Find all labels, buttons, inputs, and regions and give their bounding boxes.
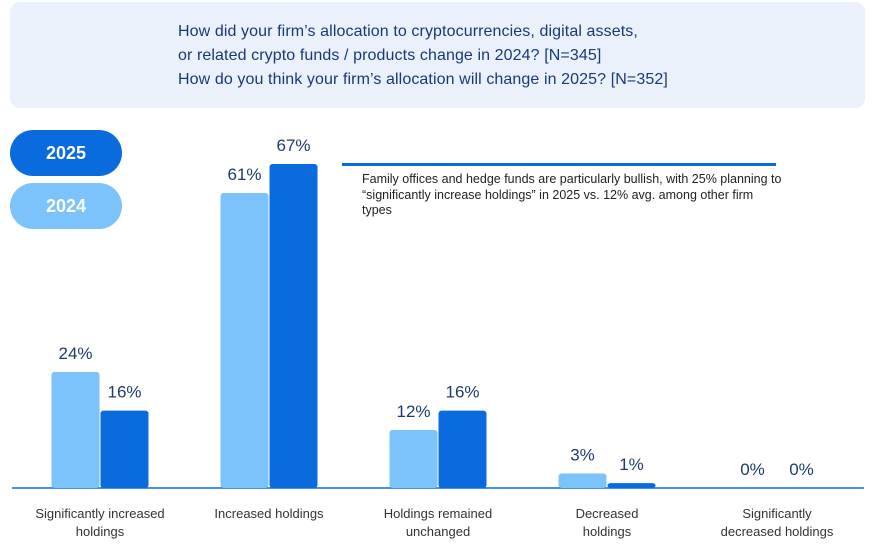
- annotation-note: Family offices and hedge funds are parti…: [362, 172, 782, 217]
- bar-2024: [389, 429, 438, 488]
- category-label: Increased holdings: [214, 506, 324, 521]
- category-label: Significantly increased: [35, 506, 164, 521]
- data-label-2025: 16%: [445, 383, 479, 402]
- question-line-2: or related crypto funds / products chang…: [178, 47, 602, 64]
- data-label-2025: 1%: [619, 455, 644, 474]
- legend-item-2024: 2024: [10, 183, 122, 229]
- bar-2025: [269, 164, 318, 488]
- bar-2024: [51, 371, 100, 488]
- bar-2024: [220, 193, 269, 488]
- data-label-2025: 16%: [107, 383, 141, 402]
- category-label: unchanged: [406, 524, 470, 539]
- data-label-2025: 0%: [789, 460, 814, 479]
- data-label-2025: 67%: [276, 136, 310, 155]
- category-label: holdings: [583, 524, 632, 539]
- note-divider: [342, 163, 776, 166]
- legend-item-2025: 2025: [10, 130, 122, 176]
- data-label-2024: 24%: [58, 344, 92, 363]
- data-label-2024: 12%: [396, 402, 430, 421]
- question-box: How did your firm’s allocation to crypto…: [10, 2, 865, 108]
- bar-2025: [438, 410, 487, 488]
- bar-2024: [558, 473, 607, 488]
- category-label: Decreased: [576, 506, 639, 521]
- data-label-2024: 61%: [227, 165, 261, 184]
- category-label: decreased holdings: [721, 524, 834, 539]
- category-label: Holdings remained: [384, 506, 492, 521]
- category-label: Significantly: [742, 506, 812, 521]
- question-line-1: How did your firm’s allocation to crypto…: [178, 23, 638, 40]
- bar-2025: [607, 483, 656, 488]
- category-label: holdings: [76, 524, 125, 539]
- data-label-2024: 0%: [740, 460, 765, 479]
- bar-2025: [100, 410, 149, 488]
- data-label-2024: 3%: [570, 445, 595, 464]
- question-line-3: How do you think your firm’s allocation …: [178, 71, 668, 88]
